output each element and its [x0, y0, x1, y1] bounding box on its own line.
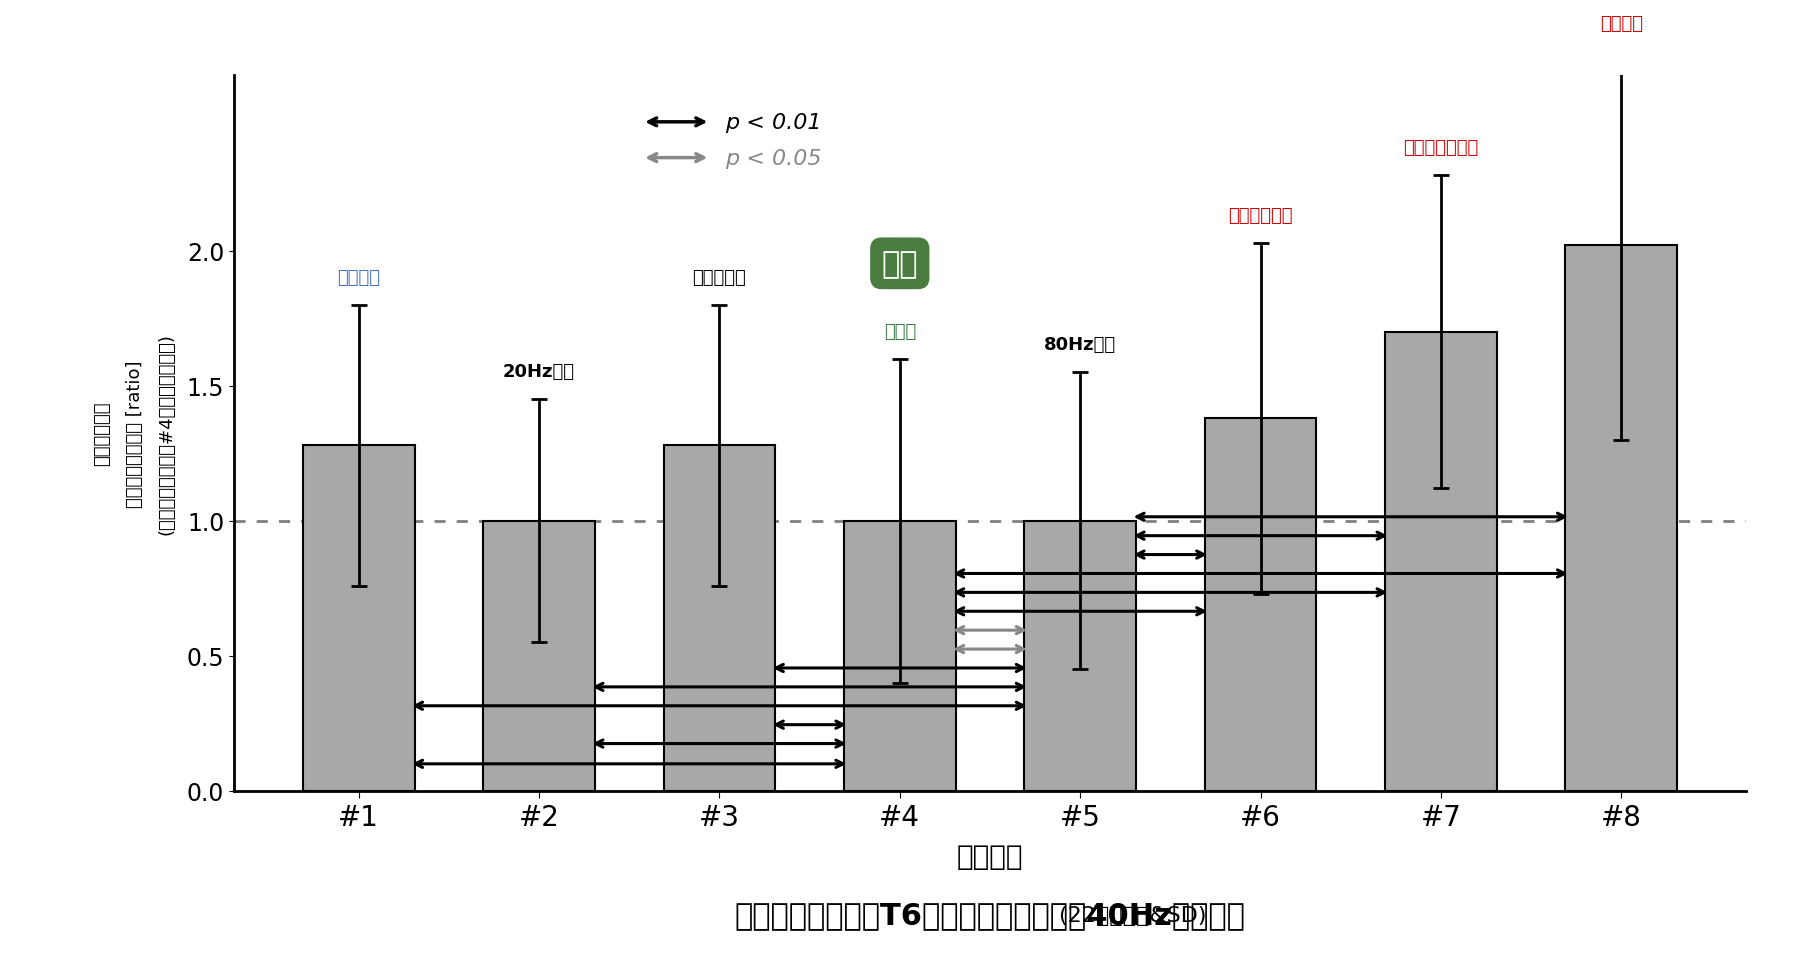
- Text: 各音刷激聴取時のT6電極での観測脳波の40Hz同期成分: 各音刷激聴取時のT6電極での観測脳波の40Hz同期成分: [734, 901, 1246, 929]
- Text: 無変調: 無変調: [884, 322, 916, 340]
- Bar: [1204, 418, 1316, 791]
- Text: p < 0.01: p < 0.01: [725, 112, 823, 132]
- Bar: [1024, 521, 1136, 791]
- Text: (22名の平均&SD): (22名の平均&SD): [774, 905, 1206, 924]
- Bar: [844, 521, 956, 791]
- Text: 20Hz変調: 20Hz変調: [502, 363, 574, 381]
- Text: パルス列: パルス列: [1600, 15, 1643, 33]
- Bar: [1566, 246, 1678, 791]
- Text: 80Hz変調: 80Hz変調: [1044, 336, 1116, 355]
- Bar: [302, 446, 414, 791]
- Text: ノコギリ変調: ノコギリ変調: [1228, 207, 1292, 225]
- Bar: [482, 521, 596, 791]
- X-axis label: 刷激番号: 刷激番号: [958, 841, 1022, 870]
- Bar: [664, 446, 776, 791]
- Text: 基準: 基準: [882, 250, 918, 278]
- Text: 逆ノコギリ変調: 逆ノコギリ変調: [1404, 139, 1478, 157]
- Bar: [1384, 333, 1498, 791]
- Text: 低周波音: 低周波音: [337, 269, 380, 287]
- Text: 正弦波変調: 正弦波変調: [693, 269, 747, 287]
- Y-axis label: 正規化された
同期成分の平均値 [ratio]
(無変調調音である#4の振幅で正規化): 正規化された 同期成分の平均値 [ratio] (無変調調音である#4の振幅で正…: [94, 333, 176, 535]
- Text: p < 0.05: p < 0.05: [725, 149, 823, 169]
